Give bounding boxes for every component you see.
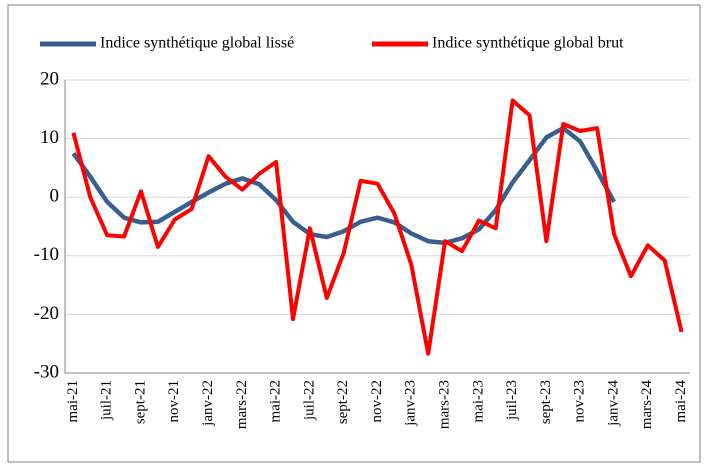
- y-tick-label: 20: [40, 68, 59, 89]
- x-tick-label: sept-21: [132, 380, 148, 424]
- x-tick-label: nov-21: [166, 380, 182, 423]
- series-line: [71, 125, 616, 246]
- x-tick-label: janv-24: [605, 380, 621, 427]
- x-tick-label: mars-24: [639, 380, 655, 430]
- x-tick-label: nov-23: [572, 380, 588, 423]
- x-tick-label: mai-23: [470, 380, 486, 423]
- x-tick-label: sept-22: [335, 380, 351, 424]
- y-tick-label: -10: [34, 244, 59, 265]
- y-tick-label: -30: [34, 361, 59, 382]
- series-line: [71, 98, 684, 356]
- x-tick-label: juil-21: [99, 380, 115, 421]
- x-tick-label: mai-24: [673, 380, 689, 423]
- y-tick-label: 10: [40, 127, 59, 148]
- x-tick-label: sept-23: [538, 380, 554, 424]
- y-tick-label: 0: [50, 186, 60, 207]
- x-tick-label: janv-22: [200, 380, 216, 427]
- x-tick-label: janv-23: [403, 380, 419, 427]
- y-tick-label: -20: [34, 303, 59, 324]
- legend-label: Indice synthétique global brut: [432, 35, 624, 52]
- x-tick-label: juil-22: [301, 380, 317, 421]
- x-tick-label: mars-23: [437, 380, 453, 429]
- x-tick-label: mai-22: [268, 380, 284, 423]
- x-tick-label: nov-22: [369, 380, 385, 423]
- x-tick-label: mars-22: [234, 380, 250, 429]
- x-tick-label: mai-21: [65, 380, 81, 423]
- legend-label: Indice synthétique global lissé: [100, 35, 294, 52]
- x-tick-label: juil-23: [504, 380, 520, 421]
